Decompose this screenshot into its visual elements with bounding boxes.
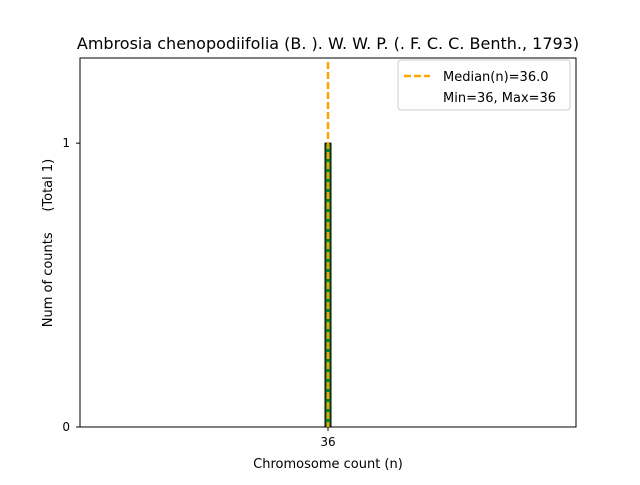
- y-tick-label: 0: [62, 420, 70, 434]
- y-axis-label: Num of counts (Total 1): [41, 159, 56, 327]
- legend-box: [397, 59, 571, 111]
- legend-median-label: Median(n)=36.0: [443, 70, 549, 85]
- legend: Median(n)=36.0 Min=36, Max=36: [397, 59, 571, 111]
- legend-range-label: Min=36, Max=36: [443, 91, 556, 106]
- x-tick-label: 36: [320, 435, 335, 449]
- x-axis-label: Chromosome count (n): [253, 457, 403, 472]
- y-tick-label: 1: [62, 136, 70, 150]
- plot-area: 36 0 1: [62, 57, 577, 449]
- chart-title: Ambrosia chenopodiifolia (B. ). W. W. P.…: [77, 34, 579, 53]
